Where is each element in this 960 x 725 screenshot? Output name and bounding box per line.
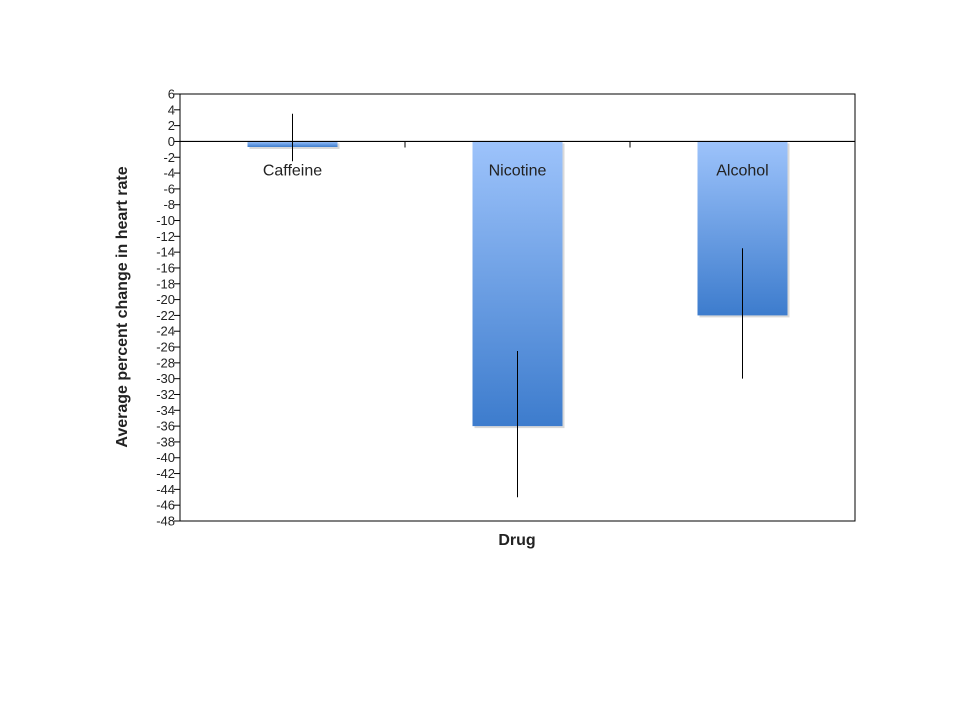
- y-tick-label: 0: [168, 134, 175, 149]
- y-tick-label: -30: [156, 371, 175, 386]
- y-tick-label: -10: [156, 213, 175, 228]
- y-tick-label: 6: [168, 87, 175, 102]
- y-tick-label: -4: [163, 166, 175, 181]
- category-label: Caffeine: [263, 162, 322, 179]
- y-tick-label: -12: [156, 229, 175, 244]
- category-label: Nicotine: [489, 162, 547, 179]
- y-tick-label: -46: [156, 498, 175, 513]
- y-tick-label: -38: [156, 434, 175, 449]
- y-tick-label: -2: [163, 150, 175, 165]
- y-tick-label: -22: [156, 308, 175, 323]
- category-label: Alcohol: [716, 162, 768, 179]
- y-tick-label: -42: [156, 466, 175, 481]
- y-tick-label: -8: [163, 197, 175, 212]
- y-tick-label: -28: [156, 355, 175, 370]
- y-tick-label: -24: [156, 324, 175, 339]
- y-tick-label: -14: [156, 245, 175, 260]
- y-axis-title: Average percent change in heart rate: [114, 166, 131, 447]
- y-tick-label: -16: [156, 260, 175, 275]
- y-tick-label: -40: [156, 450, 175, 465]
- y-tick-label: -20: [156, 292, 175, 307]
- y-tick-label: -44: [156, 482, 175, 497]
- y-tick-label: -36: [156, 419, 175, 434]
- y-tick-label: 4: [168, 102, 175, 117]
- y-tick-label: -32: [156, 387, 175, 402]
- y-tick-label: 2: [168, 118, 175, 133]
- y-tick-label: -34: [156, 403, 175, 418]
- y-tick-label: -48: [156, 514, 175, 529]
- y-tick-label: -18: [156, 276, 175, 291]
- y-tick-label: -6: [163, 181, 175, 196]
- plot-area-frame: [179, 93, 856, 522]
- y-tick-label: -26: [156, 340, 175, 355]
- x-axis-title: Drug: [498, 532, 535, 549]
